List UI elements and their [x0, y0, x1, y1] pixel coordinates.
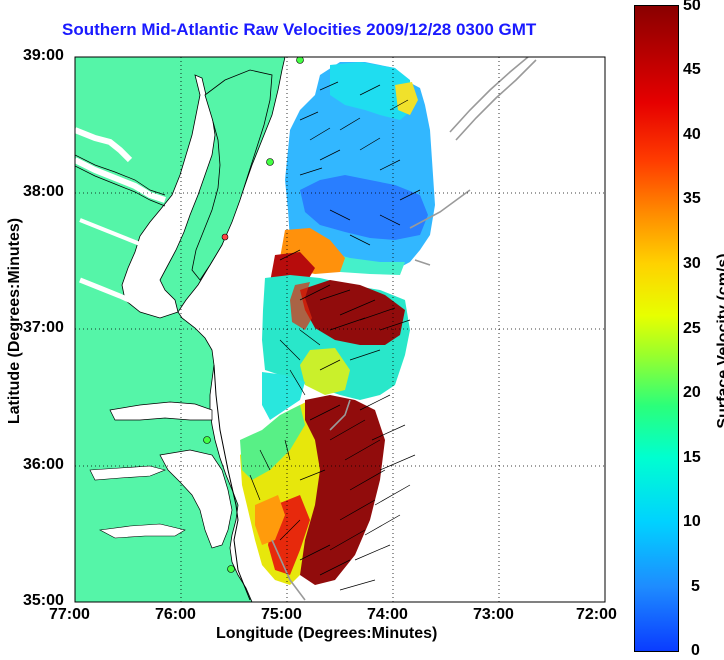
potomac-river-edge [75, 154, 166, 207]
colorbar-tick-label: 40 [683, 126, 701, 143]
velocity-field-dark-red-core [300, 280, 405, 345]
colorbar-tick-label: 30 [683, 255, 701, 272]
pamlico-sound [159, 449, 233, 549]
velocity-field-red-ring [290, 282, 312, 330]
colorbar-tick-label: 15 [683, 449, 701, 466]
colorbar-label: Surface Velocity (cm/s) [715, 253, 724, 429]
velocity-field-south-darkred [300, 395, 385, 585]
upper-bay-inlet [75, 127, 133, 163]
velocity-field-yellow-south-center [300, 348, 350, 395]
x-tick-label: 76:00 [155, 606, 196, 623]
x-tick-label: 72:00 [576, 606, 617, 623]
y-tick-label: 38:00 [23, 183, 64, 200]
velocity-field-north-dark [300, 175, 428, 240]
neuse-river [99, 523, 186, 539]
radar-site-marker [266, 158, 274, 166]
colorbar-tick-label: 45 [683, 61, 701, 78]
x-tick-label: 77:00 [49, 606, 90, 623]
velocity-field-west-cyan [262, 372, 305, 420]
rappahannock-river [79, 218, 141, 246]
colorbar-tick-label: 10 [683, 513, 701, 530]
potomac-river [75, 157, 166, 203]
albemarle-sound [109, 401, 213, 421]
isobath-contour [271, 57, 537, 601]
colorbar-tick-label: 0 [691, 642, 700, 659]
colorbar [634, 5, 679, 652]
colorbar-tick-label: 50 [683, 0, 701, 14]
y-tick-label: 36:00 [23, 456, 64, 473]
velocity-vectors [249, 81, 421, 591]
x-tick-label: 75:00 [261, 606, 302, 623]
outer-banks [213, 364, 251, 601]
x-tick-label: 74:00 [367, 606, 408, 623]
y-tick-label: 37:00 [23, 319, 64, 336]
velocity-field-north-cyan [330, 62, 412, 120]
colorbar-tick-label: 35 [683, 190, 701, 207]
colorbar-tick-label: 20 [683, 384, 701, 401]
plot-frame [74, 56, 606, 603]
x-axis-label: Longitude (Degrees:Minutes) [216, 625, 438, 642]
map-title: Southern Mid-Atlantic Raw Velocities 200… [62, 20, 537, 39]
pamlico-river [89, 465, 166, 481]
y-tick-label: 39:00 [23, 47, 64, 64]
velocity-field-south-green [240, 405, 305, 480]
velocity-field-north-yellow [395, 82, 418, 115]
surface-velocity-field [240, 62, 435, 585]
colorbar-tick-label: 25 [683, 320, 701, 337]
velocity-field-south-orange [255, 495, 285, 545]
y-tick-label: 35:00 [23, 592, 64, 609]
delmarva-peninsula [191, 69, 273, 281]
chesapeake-bay [121, 74, 216, 319]
radar-site-marker [227, 565, 235, 573]
radar-site-marker [221, 233, 229, 241]
colorbar-tick-label: 5 [691, 578, 700, 595]
hf-radar-sites [203, 57, 304, 573]
york-james-river [79, 277, 161, 315]
grid [75, 57, 605, 602]
x-tick-label: 73:00 [473, 606, 514, 623]
y-axis-label: Latitude (Degrees:Minutes) [6, 217, 23, 425]
radar-site-marker [203, 436, 211, 444]
radar-site-marker [296, 57, 304, 64]
